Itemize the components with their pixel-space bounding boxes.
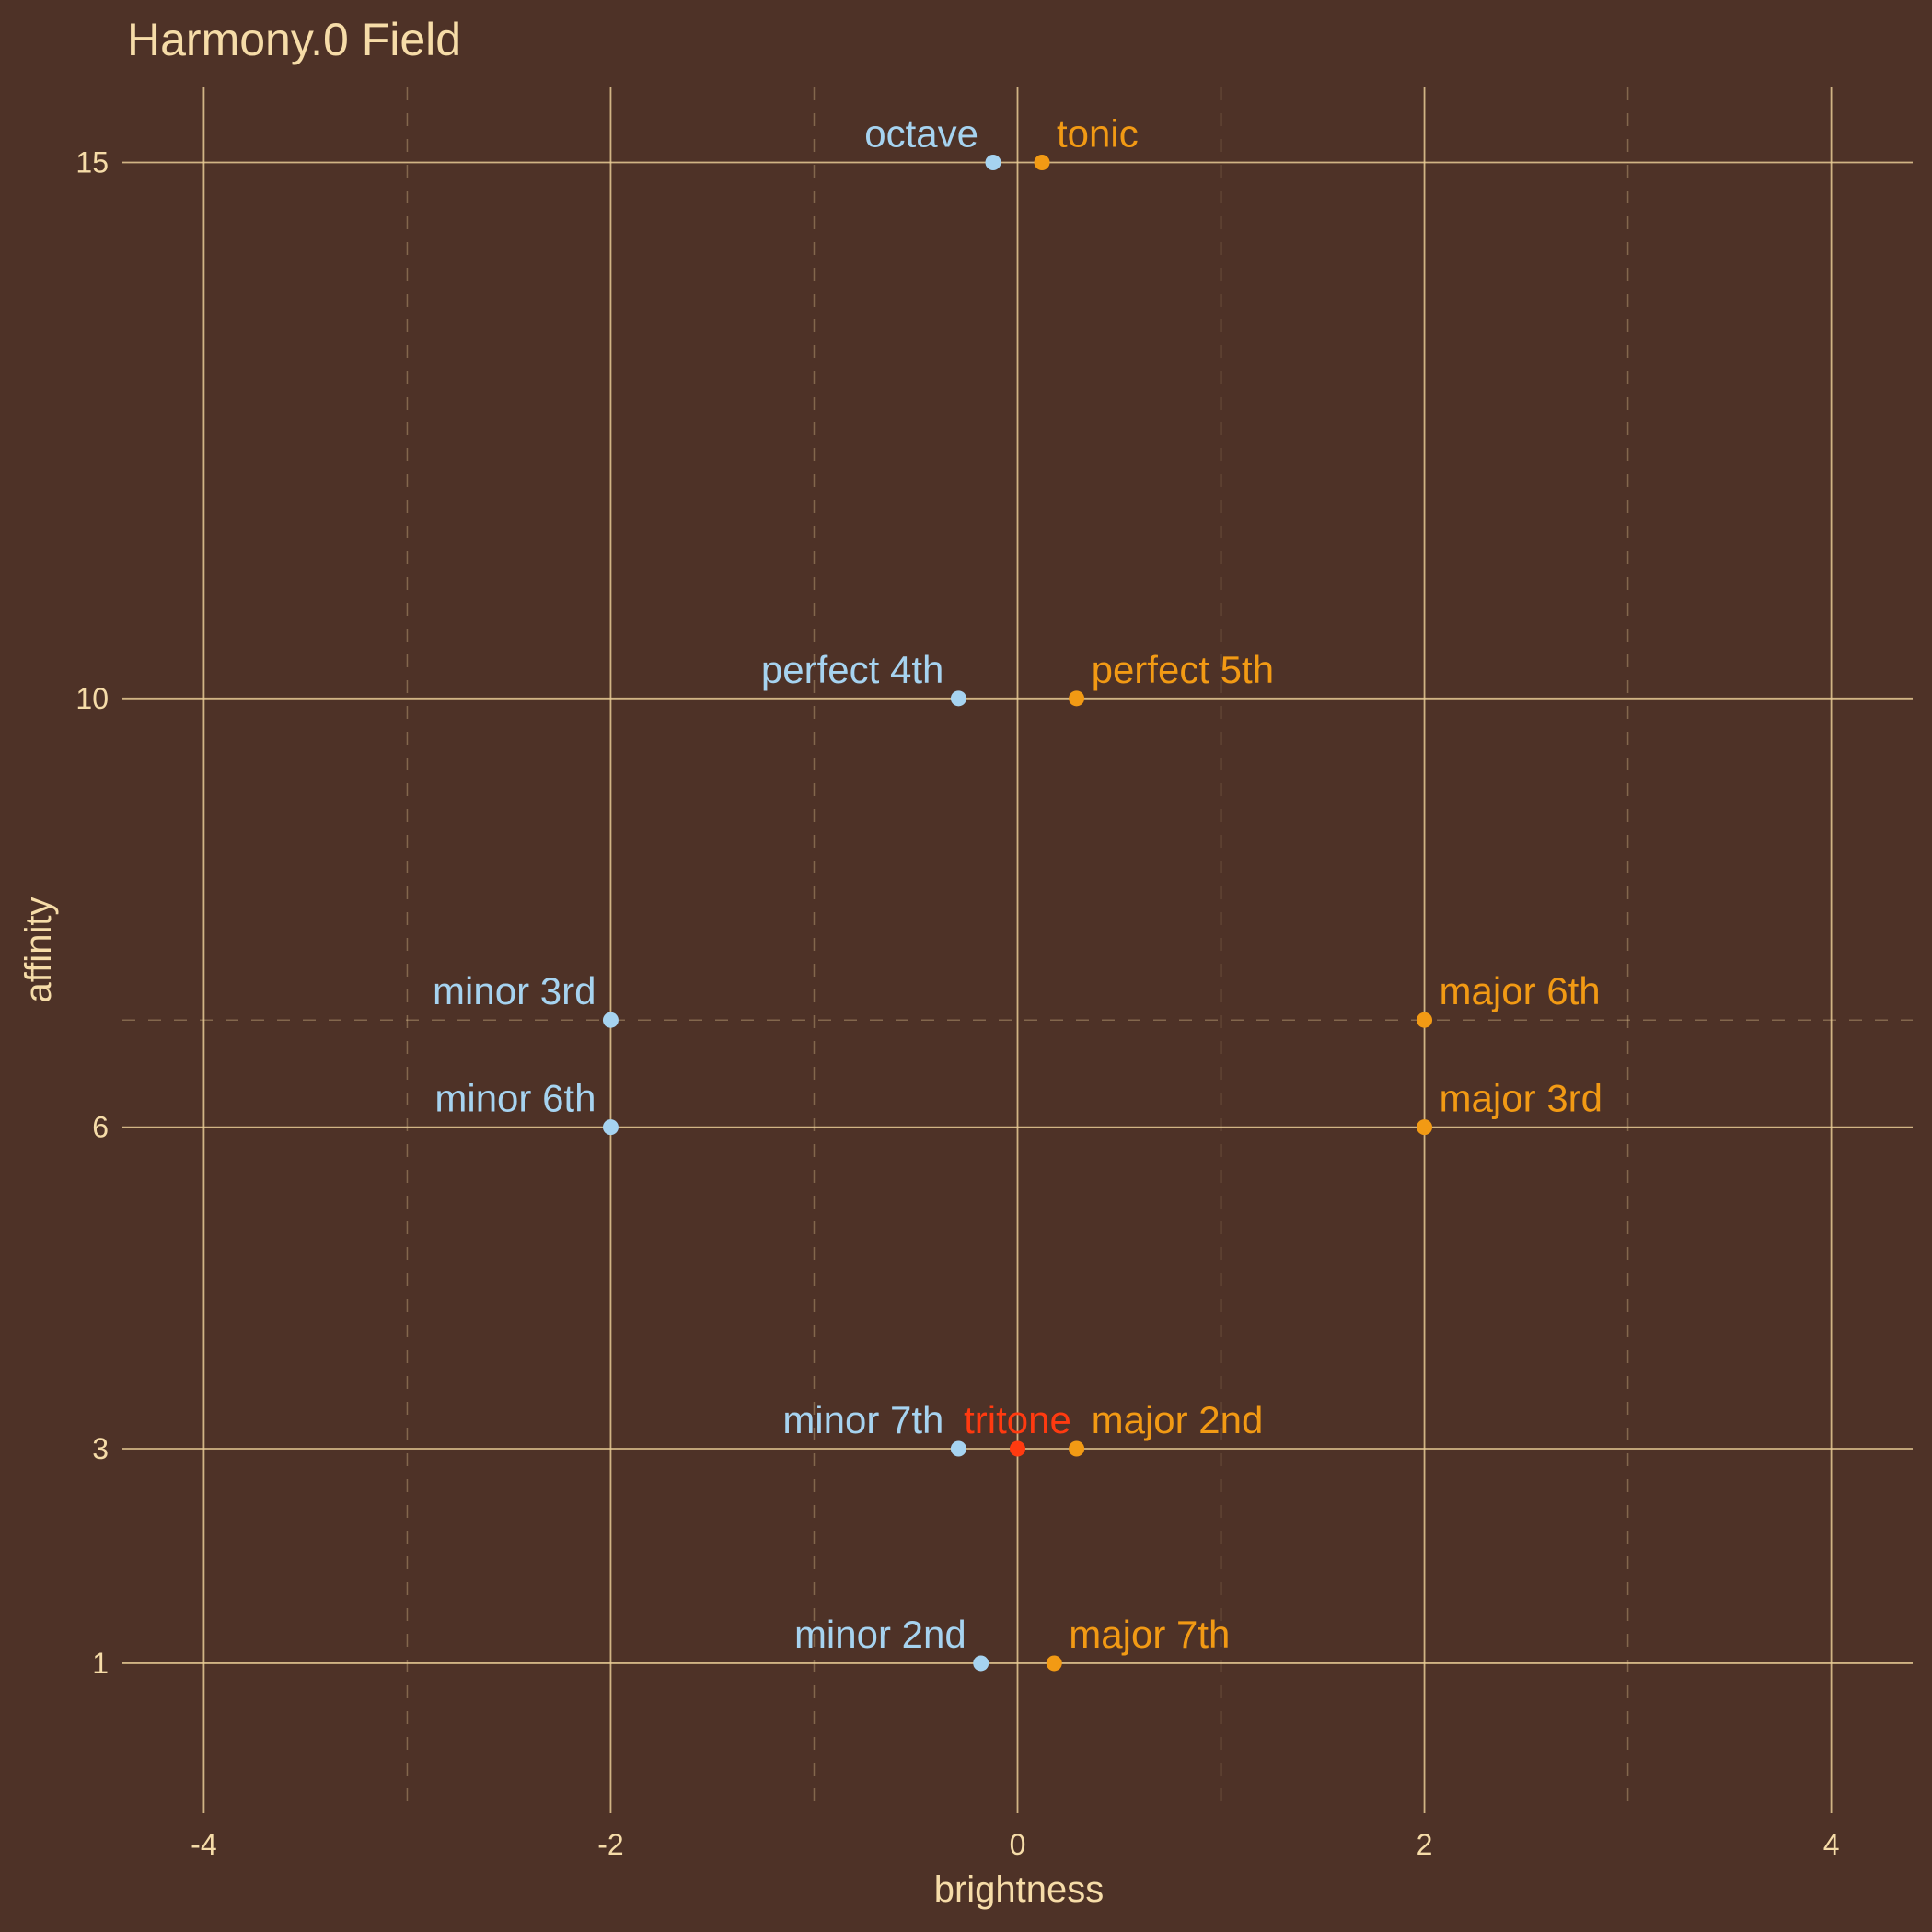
x-tick-label: 0	[1010, 1828, 1026, 1861]
point-minor-7th	[950, 1440, 966, 1457]
label-perfect-5th: perfect 5th	[1092, 648, 1274, 691]
point-major-6th	[1417, 1012, 1433, 1028]
label-major-3rd: major 3rd	[1440, 1077, 1602, 1120]
label-perfect-4th: perfect 4th	[761, 648, 943, 691]
minor-gridlines	[122, 87, 1913, 1813]
point-minor-2nd	[973, 1655, 989, 1672]
label-tritone: tritone	[964, 1398, 1071, 1441]
point-octave	[985, 155, 1001, 171]
label-minor-3rd: minor 3rd	[433, 969, 596, 1012]
point-tonic	[1034, 155, 1050, 171]
y-axis-label: affinity	[18, 897, 59, 1003]
y-tick-label: 15	[75, 146, 109, 179]
point-major-7th	[1046, 1655, 1062, 1672]
y-tick-label: 10	[75, 682, 109, 715]
data-labels: octave tonic perfect 4th perfect 5th minor 3…	[433, 112, 1602, 1656]
label-major-2nd: major 2nd	[1092, 1398, 1264, 1441]
x-tick-label: 2	[1417, 1828, 1433, 1861]
label-minor-6th: minor 6th	[434, 1077, 596, 1120]
x-tick-labels: -4 -2 0 2 4	[191, 1828, 1839, 1861]
x-tick-label: 4	[1823, 1828, 1840, 1861]
label-minor-7th: minor 7th	[782, 1398, 943, 1441]
label-minor-2nd: minor 2nd	[794, 1613, 966, 1656]
y-tick-label: 3	[92, 1432, 109, 1465]
label-major-7th: major 7th	[1069, 1613, 1230, 1656]
label-major-6th: major 6th	[1440, 969, 1601, 1012]
y-tick-label: 1	[92, 1647, 109, 1680]
x-tick-label: -4	[191, 1828, 216, 1861]
point-perfect-4th	[950, 690, 966, 707]
point-perfect-5th	[1069, 690, 1085, 707]
label-octave: octave	[864, 112, 978, 156]
point-minor-3rd	[602, 1012, 619, 1028]
major-gridlines	[122, 87, 1913, 1813]
x-tick-label: -2	[597, 1828, 623, 1861]
point-major-3rd	[1417, 1119, 1433, 1136]
point-major-2nd	[1069, 1440, 1085, 1457]
chart-title: Harmony.0 Field	[127, 14, 461, 65]
label-tonic: tonic	[1057, 112, 1139, 156]
point-minor-6th	[602, 1119, 619, 1136]
y-tick-label: 6	[92, 1111, 109, 1144]
x-axis-label: brightness	[934, 1869, 1105, 1910]
data-points	[602, 155, 1433, 1672]
y-tick-labels: 1 3 6 10 15	[75, 146, 109, 1680]
point-tritone	[1010, 1440, 1025, 1457]
